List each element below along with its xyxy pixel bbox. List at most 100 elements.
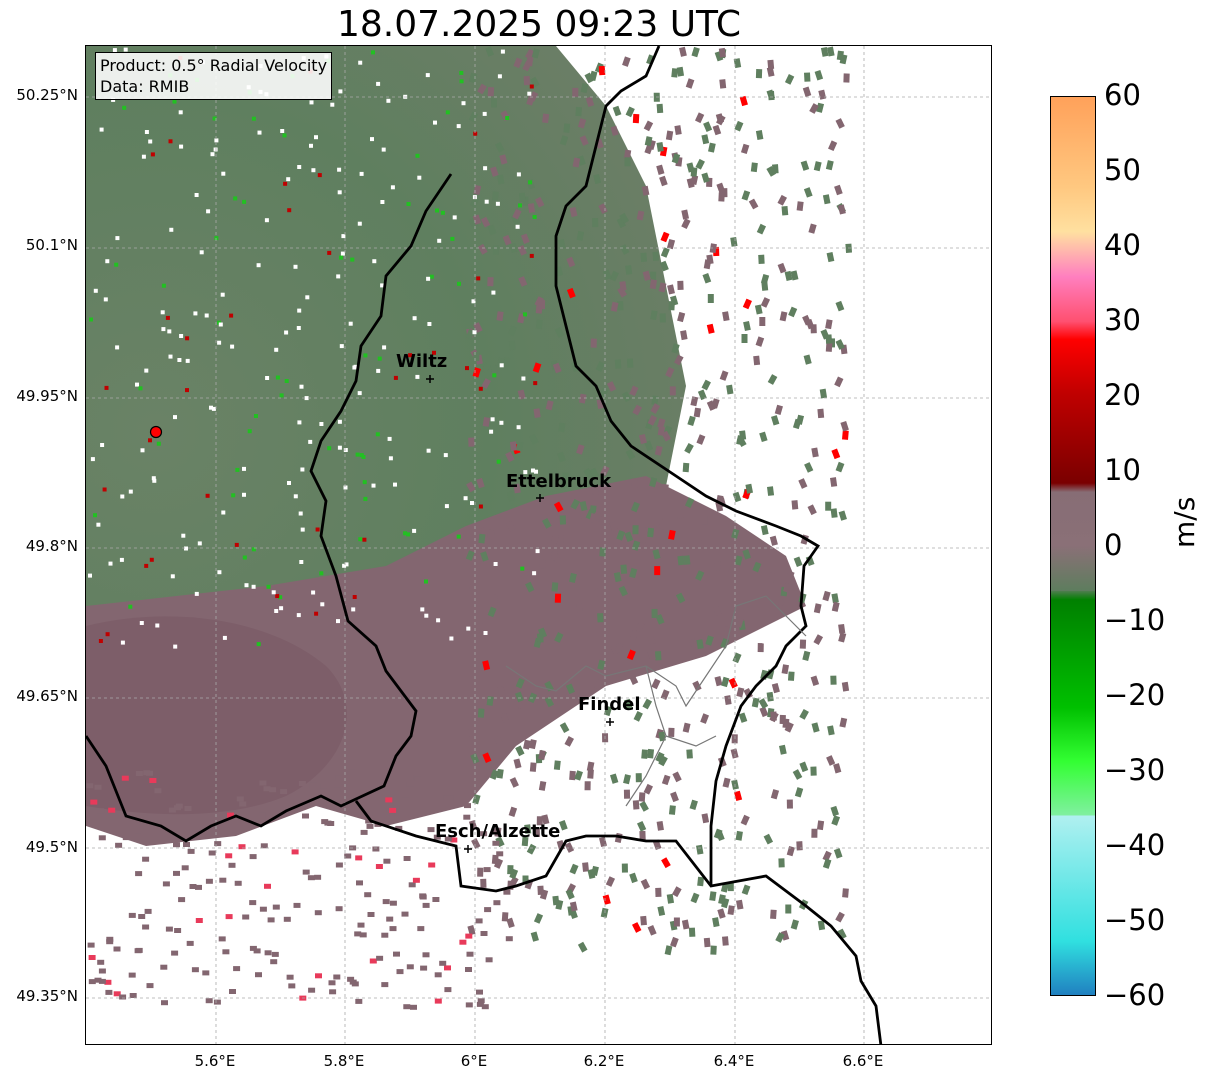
echo-bin bbox=[582, 862, 590, 872]
echo-bin bbox=[298, 781, 306, 786]
echo-bin bbox=[468, 583, 478, 594]
echo-bin bbox=[121, 775, 129, 781]
echo-bin bbox=[515, 745, 525, 757]
echo-bin bbox=[538, 781, 547, 791]
echo-bin bbox=[185, 336, 190, 341]
echo-bin bbox=[657, 905, 666, 917]
echo-bin bbox=[481, 378, 491, 389]
echo-bin bbox=[760, 297, 771, 308]
echo-bin bbox=[477, 708, 485, 718]
echo-bin bbox=[656, 820, 664, 831]
echo-bin bbox=[113, 991, 121, 997]
echo-bin bbox=[259, 906, 267, 912]
echo-bin bbox=[670, 791, 679, 803]
echo-bin bbox=[714, 561, 721, 571]
echo-bin bbox=[632, 404, 643, 416]
echo-bin bbox=[481, 1004, 489, 1010]
echo-bin bbox=[104, 385, 109, 390]
echo-bin bbox=[612, 105, 622, 117]
echo-bin bbox=[339, 344, 344, 349]
echo-bin bbox=[280, 129, 285, 133]
echo-bin bbox=[768, 90, 775, 101]
echo-bin bbox=[172, 99, 177, 104]
echo-bin bbox=[143, 770, 151, 776]
echo-bin bbox=[177, 358, 182, 362]
echo-bin bbox=[748, 198, 759, 210]
colorbar-tick-label: −20 bbox=[1104, 678, 1166, 712]
echo-bin bbox=[565, 683, 575, 695]
radar-map[interactable] bbox=[85, 45, 992, 1045]
echo-bin bbox=[680, 330, 688, 341]
echo-bin bbox=[239, 801, 247, 807]
echo-bin bbox=[564, 736, 574, 747]
echo-bin bbox=[472, 794, 481, 805]
echo-bin bbox=[819, 388, 828, 399]
echo-bin bbox=[297, 308, 302, 313]
echo-bin bbox=[538, 300, 546, 310]
echo-bin bbox=[162, 881, 170, 887]
echo-bin bbox=[499, 420, 504, 425]
echo-bin bbox=[520, 233, 530, 245]
echo-bin bbox=[477, 867, 484, 877]
echo-bin bbox=[308, 439, 313, 444]
echo-bin bbox=[585, 509, 595, 520]
echo-bin bbox=[186, 940, 194, 946]
echo-bin bbox=[173, 870, 180, 876]
echo-bin bbox=[415, 153, 420, 158]
echo-bin bbox=[194, 591, 199, 596]
echo-bin bbox=[483, 631, 488, 635]
echo-bin bbox=[329, 989, 337, 995]
echo-bin bbox=[530, 931, 539, 942]
lon-tick: 5.6°E bbox=[194, 1052, 236, 1070]
echo-bin bbox=[830, 675, 837, 685]
echo-bin bbox=[697, 389, 707, 401]
city-label-ettelbruck: Ettelbruck bbox=[506, 471, 612, 492]
echo-bin bbox=[638, 433, 647, 445]
echo-bin bbox=[811, 828, 818, 838]
echo-bin bbox=[287, 481, 291, 485]
echo-bin bbox=[728, 563, 738, 575]
echo-bin bbox=[524, 824, 532, 834]
echo-bin bbox=[173, 644, 178, 649]
radar-map-canvas bbox=[86, 46, 991, 1044]
echo-bin bbox=[533, 408, 541, 419]
city-markers bbox=[426, 375, 614, 853]
echo-bin bbox=[647, 650, 656, 661]
echo-bin bbox=[88, 979, 96, 985]
echo-bin bbox=[291, 849, 299, 855]
colorbar-tick-label: 30 bbox=[1104, 303, 1141, 337]
echo-bin bbox=[160, 310, 165, 315]
echo-bin bbox=[689, 799, 698, 810]
echo-bin bbox=[529, 253, 534, 258]
echo-bin bbox=[381, 147, 386, 152]
echo-bin bbox=[302, 869, 310, 875]
echo-bin bbox=[690, 396, 699, 407]
echo-bin bbox=[640, 878, 651, 890]
echo-bin bbox=[105, 632, 110, 637]
echo-bin bbox=[114, 262, 119, 267]
echo-bin bbox=[499, 363, 504, 368]
echo-bin bbox=[786, 799, 793, 809]
echo-bin bbox=[282, 133, 287, 138]
echo-bin bbox=[666, 893, 675, 904]
echo-bin bbox=[616, 530, 626, 541]
echo-bin bbox=[362, 537, 367, 542]
echo-bin bbox=[579, 500, 588, 512]
echo-bin bbox=[212, 116, 217, 121]
echo-bin bbox=[625, 449, 636, 460]
echo-bin bbox=[688, 927, 696, 937]
echo-bin bbox=[676, 66, 685, 77]
echo-bin bbox=[509, 441, 518, 452]
echo-bin bbox=[300, 527, 305, 532]
echo-bin bbox=[707, 294, 714, 303]
echo-bin bbox=[363, 353, 368, 358]
echo-bin bbox=[319, 571, 324, 576]
echo-bin bbox=[115, 236, 120, 241]
echo-bin bbox=[408, 353, 413, 358]
echo-bin bbox=[393, 482, 397, 487]
echo-bin bbox=[108, 807, 116, 813]
echo-bin bbox=[526, 843, 537, 855]
echo-bin bbox=[466, 626, 471, 631]
echo-bin bbox=[654, 445, 663, 456]
echo-bin bbox=[566, 287, 576, 299]
